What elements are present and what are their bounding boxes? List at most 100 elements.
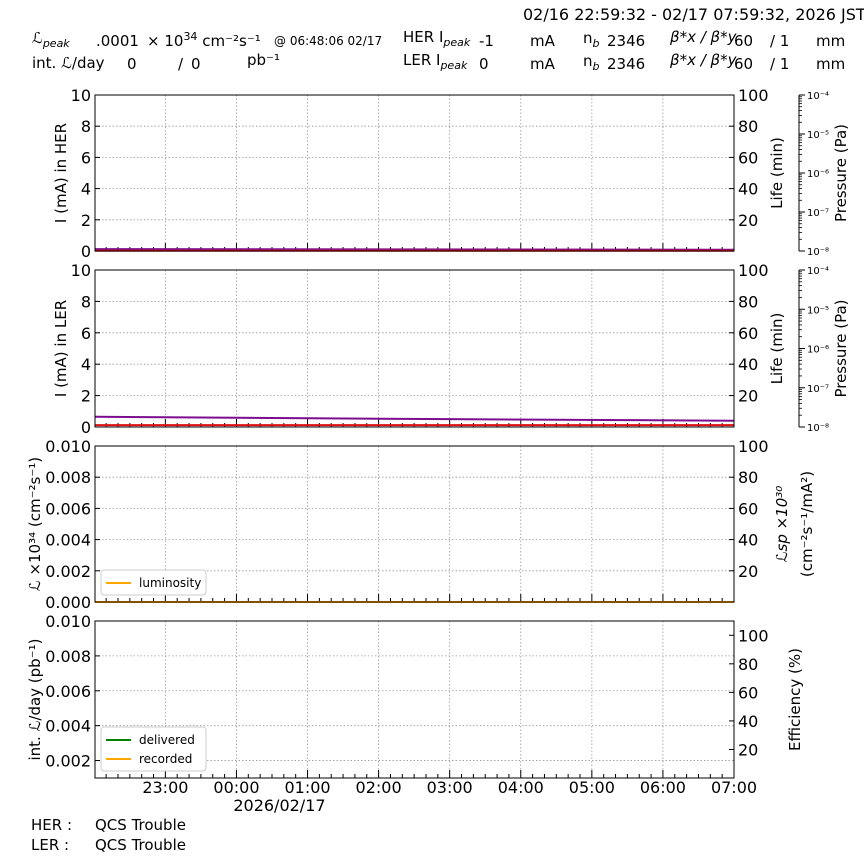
intl-unit: pb⁻¹ (247, 51, 280, 69)
xtick-label: 05:00 (569, 778, 615, 797)
her-rtick-label: 40 (738, 180, 758, 199)
ler-beta-label: β*x / β*y (670, 51, 737, 69)
intl-value2: 0 (191, 55, 201, 73)
xtick-label: 07:00 (711, 778, 757, 797)
ler-pressure-label: Pressure (Pa) (832, 299, 850, 397)
lum-ytick-label: 0.006 (45, 499, 91, 518)
lum-ytick-label: 0.008 (45, 468, 91, 487)
lpeak-unit-exp: 34 (183, 30, 198, 43)
ler-ytick-label: 2 (81, 387, 91, 406)
lum-ytick-label: 0.002 (45, 562, 91, 581)
ler-ipeak-value: 0 (479, 55, 489, 73)
ler-pressure-tick-label: 10⁻⁷ (807, 384, 829, 395)
lpeak-unit: × 1034 cm⁻²s⁻¹ (147, 31, 261, 49)
her-ipeak-label: HER Ipeak (403, 28, 470, 49)
her-ytick-label: 4 (81, 180, 91, 199)
her-mm: mm (816, 32, 846, 50)
time-range: 02/16 22:59:32 - 02/17 07:59:32, 2026 JS… (523, 5, 864, 24)
lpeak-unit-post: cm⁻²s⁻¹ (202, 32, 261, 50)
lum-ylabel: ℒ ×10³⁴ (cm⁻²s⁻¹) (26, 457, 44, 591)
her-ytick-label: 6 (81, 148, 91, 167)
her-ma: mA (530, 32, 555, 50)
ler-status-value: QCS Trouble (95, 836, 186, 854)
her-status-label: HER : (31, 816, 73, 834)
ler-ytick-label: 0 (81, 418, 91, 437)
intlum-legend-label-delivered: delivered (139, 733, 195, 747)
ler-ytick-label: 8 (81, 292, 91, 311)
her-beta-label: β*x / β*y (670, 28, 737, 46)
lum-ytick-label: 0.010 (45, 437, 91, 456)
lum-frame (94, 445, 735, 603)
her-ytick-label: 2 (81, 211, 91, 230)
ler-ylabel: I (mA) in LER (52, 300, 70, 397)
intlum-legend-label-recorded: recorded (139, 752, 192, 766)
ler-ipeak-text: LER I (403, 51, 441, 69)
her-pressure-tick-label: 10⁻⁸ (807, 247, 829, 258)
lpeak-at: @ 06:48:06 02/17 (274, 34, 383, 48)
xtick-label: 06:00 (640, 778, 686, 797)
ler-rtick-label: 40 (738, 355, 758, 374)
her-ipeak-text: HER I (403, 28, 444, 46)
ler-rtick-label: 60 (738, 324, 758, 343)
intlum-ytick-label: 0.006 (45, 682, 91, 701)
her-pressure-tick-label: 10⁻⁶ (807, 169, 829, 180)
intlum-rtick-label: 60 (738, 683, 758, 702)
her-frame (94, 94, 735, 252)
lpeak-unit-pre: × 10 (147, 32, 184, 50)
her-nb-value: 2346 (607, 32, 646, 50)
intlum-frame (94, 620, 735, 779)
ler-nb-value: 2346 (607, 55, 646, 73)
ler-mm: mm (816, 55, 846, 73)
ler-ytick-label: 10 (71, 261, 91, 280)
lum-right-label-2: (cm⁻²s⁻¹/mA²) (798, 471, 816, 577)
intlum-rtick-label: 40 (738, 712, 758, 731)
xtick-label: 00:00 (213, 778, 259, 797)
xaxis-date: 2026/02/17 (233, 796, 325, 815)
ler-pressure-tick-label: 10⁻⁶ (807, 345, 829, 356)
intlum-ytick-label: 0.008 (45, 647, 91, 666)
ler-ipeak-sub: peak (440, 59, 468, 72)
intlum-ylabel: int. ℒ/day (pb⁻¹) (26, 639, 44, 761)
ler-beta-y: / 1 (770, 55, 790, 73)
ler-ytick-label: 6 (81, 324, 91, 343)
her-nb-text: n (583, 29, 593, 47)
her-rtick-label: 80 (738, 117, 758, 136)
ler-nb-label: nb (583, 52, 600, 73)
ler-rtick-label: 80 (738, 292, 758, 311)
her-ipeak-value: -1 (479, 32, 494, 50)
intl-value1: 0 (127, 55, 137, 73)
her-rtick-label: 20 (738, 211, 758, 230)
intlum-ytick-label: 0.002 (45, 752, 91, 771)
intlum-ytick-label: 0.010 (45, 612, 91, 631)
lum-legend-label-luminosity: luminosity (139, 576, 201, 590)
ler-right-label: Life (min) (768, 313, 786, 385)
lum-rtick-label: 100 (738, 437, 769, 456)
her-status-value: QCS Trouble (95, 816, 186, 834)
lum-rtick-label: 80 (738, 468, 758, 487)
intl-label: int. ℒ/day (32, 54, 105, 72)
xtick-label: 02:00 (356, 778, 402, 797)
her-nb-sub: b (592, 37, 600, 50)
ler-rtick-label: 20 (738, 387, 758, 406)
ler-series-purple (94, 415, 735, 422)
ler-beta-x: 60 (734, 55, 754, 73)
xtick-label: 04:00 (498, 778, 544, 797)
her-rtick-label: 60 (738, 148, 758, 167)
her-ylabel: I (mA) in HER (52, 123, 70, 223)
ler-ytick-label: 4 (81, 355, 91, 374)
lum-legend-box (100, 569, 207, 596)
xtick-label: 03:00 (427, 778, 473, 797)
ler-nb-text: n (583, 52, 593, 70)
intlum-rtick-label: 100 (738, 626, 769, 645)
intlum-rtick-label: 80 (738, 655, 758, 674)
her-rtick-label: 100 (738, 86, 769, 105)
lum-ytick-label: 0.004 (45, 531, 91, 550)
her-ytick-label: 10 (71, 86, 91, 105)
her-beta-x: 60 (734, 32, 754, 50)
lum-rtick-label: 40 (738, 531, 758, 550)
her-pressure-tick-label: 10⁻⁷ (807, 208, 829, 219)
ler-pressure-tick-label: 10⁻⁴ (807, 266, 829, 277)
her-ytick-label: 8 (81, 117, 91, 136)
lpeak-symbol: ℒ (32, 29, 43, 47)
